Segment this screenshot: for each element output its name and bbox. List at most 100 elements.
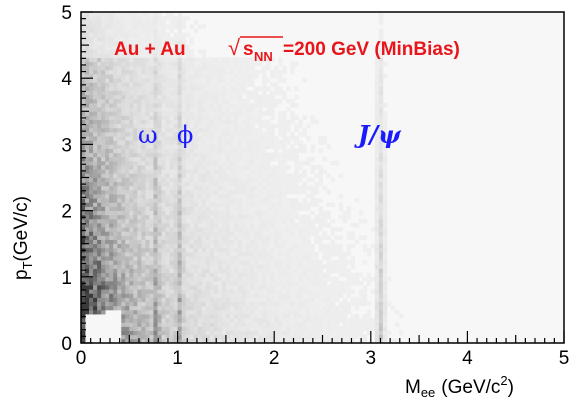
heatmap-cell	[262, 256, 267, 261]
heatmap-cell	[310, 177, 315, 183]
heatmap-cell	[217, 57, 223, 63]
heatmap-cell	[181, 227, 187, 232]
heatmap-cell	[205, 103, 211, 108]
heatmap-cell	[246, 140, 251, 145]
heatmap-cell	[322, 338, 327, 344]
heatmap-cell	[274, 334, 279, 340]
heatmap-cell	[161, 86, 166, 92]
heatmap-cell	[141, 338, 146, 344]
heatmap-cell	[181, 202, 187, 207]
heatmap-cell	[246, 65, 251, 71]
heatmap-cell	[141, 32, 146, 38]
heatmap-cell	[93, 235, 98, 240]
heatmap-cell	[229, 74, 235, 79]
heatmap-cell	[258, 156, 263, 162]
heatmap-cell	[262, 136, 267, 141]
heatmap-cell	[225, 140, 231, 145]
heatmap-cell	[101, 165, 106, 170]
heatmap-cell	[165, 45, 170, 50]
heatmap-cell	[137, 86, 142, 92]
heatmap-cell	[282, 309, 287, 315]
heatmap-cell	[237, 206, 243, 211]
heatmap-cell	[282, 181, 287, 187]
heatmap-cell	[290, 185, 295, 191]
heatmap-cell	[145, 301, 150, 307]
heatmap-cell	[105, 119, 110, 125]
heatmap-cell	[117, 289, 122, 294]
heatmap-cell	[129, 214, 134, 220]
heatmap-cell	[169, 338, 174, 344]
heatmap-cell	[262, 82, 267, 87]
heatmap-cell	[181, 32, 187, 38]
heatmap-cell	[181, 90, 187, 96]
heatmap-cell	[290, 119, 295, 125]
heatmap-cell	[121, 326, 126, 331]
heatmap-cell	[282, 123, 287, 129]
heatmap-cell	[125, 318, 130, 323]
heatmap-cell	[157, 119, 162, 125]
heatmap-cell	[93, 264, 98, 269]
heatmap-cell	[161, 314, 166, 319]
heatmap-cell	[185, 330, 191, 336]
heatmap-cell	[209, 338, 215, 344]
heatmap-cell	[149, 78, 154, 83]
heatmap-cell	[121, 32, 126, 38]
heatmap-cell	[101, 82, 106, 87]
heatmap-cell	[246, 107, 251, 112]
heatmap-cell	[161, 148, 166, 154]
heatmap-cell	[237, 65, 243, 71]
heatmap-cell	[197, 74, 203, 79]
heatmap-cell	[189, 57, 195, 63]
heatmap-cell	[201, 231, 207, 236]
heatmap-cell	[125, 57, 130, 63]
heatmap-cell	[298, 189, 303, 195]
heatmap-cell	[270, 239, 275, 245]
heatmap-cell	[193, 65, 199, 71]
heatmap-cell	[274, 235, 279, 240]
heatmap-cell	[81, 53, 86, 58]
heatmap-cell	[278, 78, 283, 83]
heatmap-cell	[81, 251, 86, 257]
heatmap-cell	[193, 285, 199, 290]
heatmap-cell	[185, 115, 191, 120]
heatmap-cell	[262, 111, 267, 116]
heatmap-cell	[93, 49, 98, 54]
heatmap-cell	[185, 338, 191, 344]
heatmap-cell	[109, 305, 114, 311]
heatmap-cell	[298, 165, 303, 170]
heatmap-cell	[105, 78, 110, 83]
heatmap-cell	[81, 40, 86, 46]
heatmap-cell	[262, 148, 267, 154]
heatmap-cell	[282, 223, 287, 228]
heatmap-cell	[270, 131, 275, 137]
heatmap-cell	[217, 69, 223, 75]
heatmap-cell	[290, 144, 295, 149]
heatmap-cell	[173, 264, 178, 269]
heatmap-cell	[137, 98, 142, 104]
heatmap-cell	[121, 123, 126, 129]
heatmap-cell	[125, 156, 130, 162]
heatmap-cell	[217, 227, 223, 232]
heatmap-cell	[334, 318, 339, 323]
heatmap-cell	[274, 264, 279, 269]
heatmap-cell	[270, 140, 275, 145]
heatmap-cell	[266, 140, 271, 145]
heatmap-cell	[318, 272, 323, 278]
heatmap-cell	[185, 214, 191, 220]
heatmap-cell	[378, 272, 384, 278]
heatmap-cell	[342, 280, 348, 286]
heatmap-cell	[282, 256, 287, 261]
heatmap-cell	[209, 156, 215, 162]
heatmap-cell	[81, 318, 86, 323]
heatmap-cell	[93, 223, 98, 228]
heatmap-cell	[177, 189, 183, 195]
heatmap-cell	[254, 156, 259, 162]
heatmap-cell	[129, 169, 134, 174]
heatmap-cell	[266, 297, 271, 303]
heatmap-cell	[197, 119, 203, 125]
heatmap-cell	[362, 218, 368, 224]
heatmap-cell	[121, 90, 126, 96]
heatmap-cell	[217, 194, 223, 199]
heatmap-cell	[173, 148, 178, 154]
heatmap-cell	[382, 247, 388, 253]
